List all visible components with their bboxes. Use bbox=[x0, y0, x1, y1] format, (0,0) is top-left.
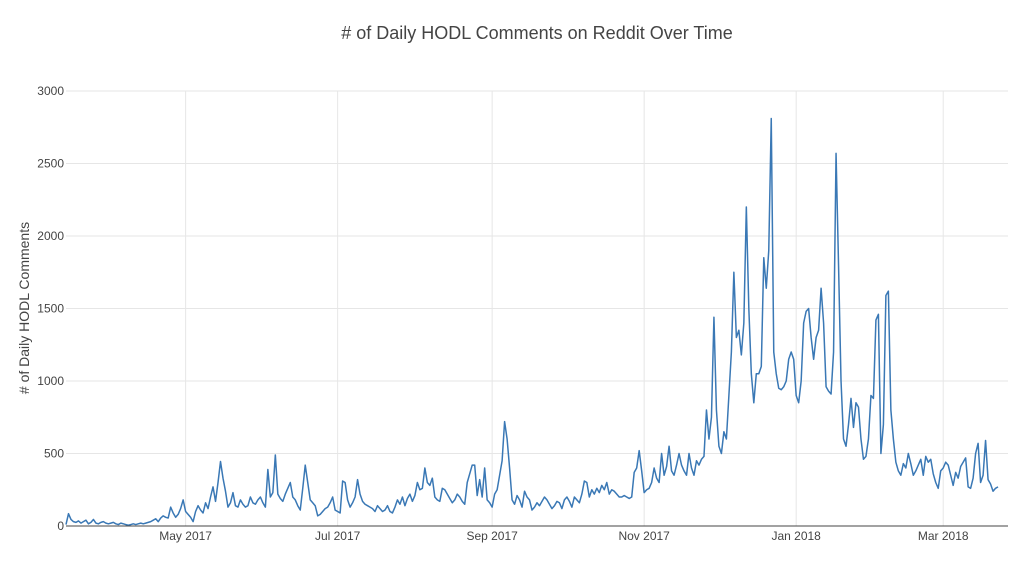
grid-layer bbox=[66, 90, 1008, 526]
chart-title: # of Daily HODL Comments on Reddit Over … bbox=[341, 23, 732, 43]
y-axis-title: # of Daily HODL Comments bbox=[16, 222, 32, 394]
y-tick-label: 2500 bbox=[37, 157, 64, 171]
x-tick-label: Jan 2018 bbox=[771, 529, 821, 543]
y-tick-label: 2000 bbox=[37, 229, 64, 243]
x-tick-label: Mar 2018 bbox=[918, 529, 969, 543]
series-line bbox=[65, 117, 999, 527]
x-tick-label: Jul 2017 bbox=[315, 529, 361, 543]
y-tick-label: 1000 bbox=[37, 374, 64, 388]
y-axis-ticks: 0 500 1000 1500 2000 2500 3000 bbox=[37, 84, 64, 533]
x-tick-label: Sep 2017 bbox=[466, 529, 518, 543]
x-tick-label: Nov 2017 bbox=[618, 529, 670, 543]
series-layer bbox=[65, 117, 999, 527]
x-tick-label: May 2017 bbox=[159, 529, 212, 543]
y-tick-label: 0 bbox=[57, 519, 64, 533]
x-axis-ticks: May 2017 Jul 2017 Sep 2017 Nov 2017 Jan 2018… bbox=[159, 529, 969, 543]
y-tick-label: 1500 bbox=[37, 302, 64, 316]
y-tick-label: 500 bbox=[44, 447, 64, 461]
y-tick-label: 3000 bbox=[37, 84, 64, 98]
